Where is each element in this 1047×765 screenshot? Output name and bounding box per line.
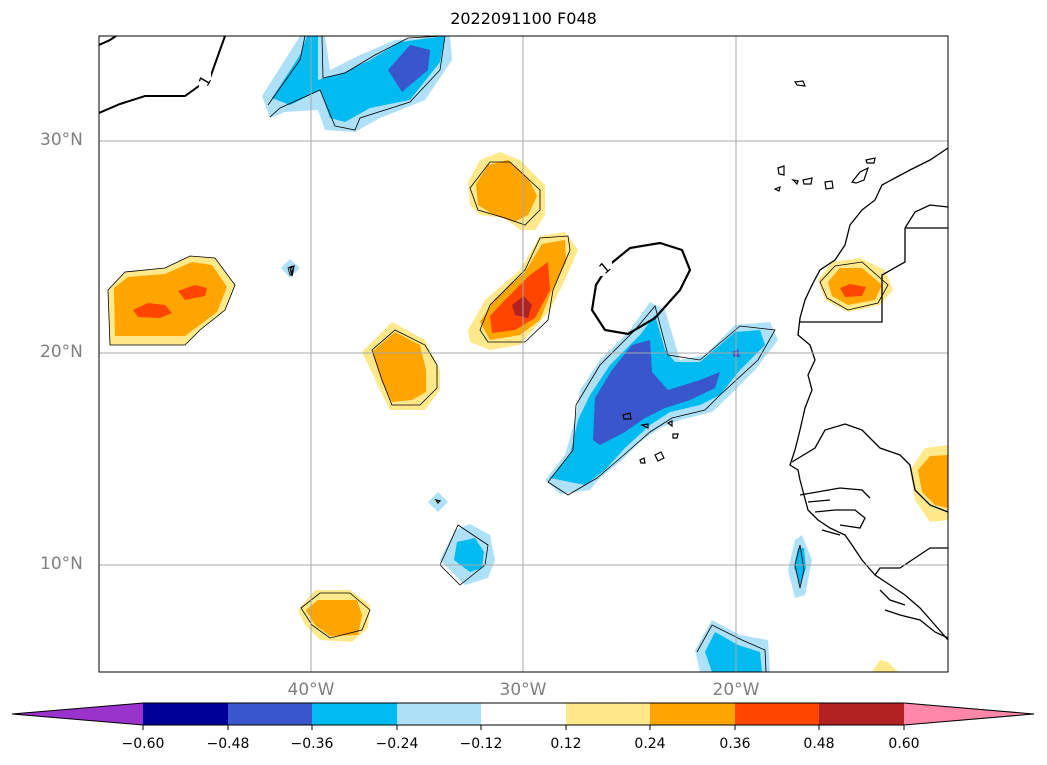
colorbar-tick-label: 0.36 bbox=[719, 736, 751, 752]
colorbar-tick-label: −0.60 bbox=[121, 736, 165, 752]
positive-anomaly-south bbox=[298, 590, 371, 642]
positive-anomaly-bottom-edge bbox=[872, 660, 898, 672]
colorbar-tick-label: −0.48 bbox=[206, 736, 250, 752]
lon-label-20w: 20°W bbox=[712, 680, 760, 700]
coastline-africa bbox=[789, 147, 948, 641]
colorbar-tick-label: 0.24 bbox=[634, 736, 666, 752]
negative-anomaly-central bbox=[545, 302, 778, 496]
positive-anomaly-mid-west bbox=[362, 322, 440, 410]
negative-anomaly-south bbox=[439, 524, 495, 586]
colorbar-tick-label: 0.12 bbox=[550, 736, 582, 752]
positive-anomaly-northeast bbox=[818, 258, 893, 312]
negative-anomaly-coast bbox=[788, 535, 812, 598]
lon-label-30w: 30°W bbox=[499, 680, 547, 700]
graticule bbox=[99, 36, 948, 672]
map-frame bbox=[98, 35, 949, 673]
negative-anomaly-bottom bbox=[695, 620, 770, 672]
colorbar-tick-label: 0.60 bbox=[888, 736, 920, 752]
colorbar-tick-label: −0.24 bbox=[375, 736, 419, 752]
lat-label-30n: 30°N bbox=[40, 130, 83, 150]
lat-label-20n: 20°N bbox=[40, 342, 83, 362]
negative-anomaly-north bbox=[262, 36, 452, 132]
contour-line-central bbox=[590, 241, 692, 336]
colorbar bbox=[11, 702, 1035, 730]
positive-anomaly-west bbox=[107, 255, 236, 346]
positive-anomaly-east-edge bbox=[910, 445, 948, 522]
contour-line-northwest bbox=[99, 36, 226, 114]
map-title: 2022091100 F048 bbox=[450, 9, 597, 28]
map-plot-area: 1 1 bbox=[99, 36, 948, 672]
colorbar-extend-low bbox=[12, 703, 143, 725]
lat-label-10n: 10°N bbox=[40, 554, 83, 574]
colorbar-extend-high bbox=[904, 703, 1034, 725]
colorbar-tick-label: 0.48 bbox=[803, 736, 835, 752]
positive-anomaly-north-center bbox=[468, 152, 545, 230]
colorbar-tick-label: −0.36 bbox=[290, 736, 334, 752]
colorbar-tick-label: −0.12 bbox=[459, 736, 503, 752]
lon-label-40w: 40°W bbox=[287, 680, 335, 700]
islands bbox=[289, 80, 876, 504]
